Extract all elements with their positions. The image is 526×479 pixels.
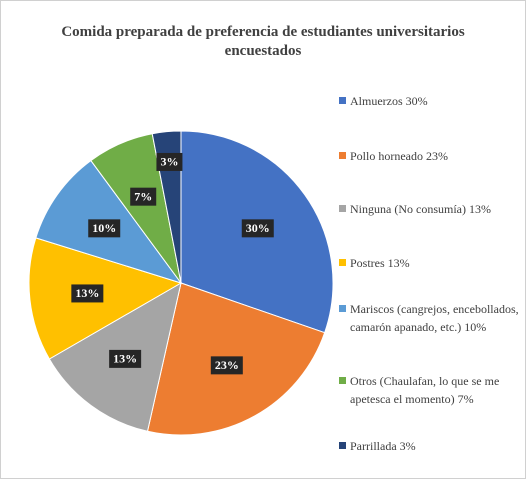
legend-swatch [339,305,346,312]
legend-item: Almuerzos 30% [339,92,519,110]
legend-label: Mariscos (cangrejos, encebollados, camar… [350,302,519,334]
data-label: 7% [134,189,152,203]
pie-slice [28,237,183,360]
data-label-box [88,219,121,238]
data-label-group: 7% [130,187,157,206]
data-label-group: 13% [71,284,104,303]
legend-label: Parrillada 3% [350,439,416,453]
chart-title: Comida preparada de preferencia de estud… [61,24,465,59]
data-label-box [109,349,142,368]
data-label-group: 13% [109,349,142,368]
data-label-box [130,187,157,206]
data-label-group: 23% [210,356,243,375]
legend-label: Pollo horneado 23% [350,149,448,163]
legend-swatch [339,205,346,212]
data-label: 10% [92,221,116,235]
data-label-group: 10% [88,219,121,238]
data-label-box [241,219,274,238]
data-label: 30% [246,221,270,235]
legend-swatch [339,97,346,104]
data-label-box [156,152,183,171]
data-label: 13% [75,286,99,300]
data-label-box [71,284,104,303]
legend-item: Postres 13% [339,254,519,272]
legend-item: Mariscos (cangrejos, encebollados, camar… [339,300,519,336]
legend-swatch [339,442,346,449]
legend-item: Pollo horneado 23% [339,147,519,165]
legend-swatch [339,259,346,266]
legend-label: Otros (Chaulafan, lo que se me apetesca … [350,374,500,406]
legend-swatch [339,152,346,159]
legend-label: Almuerzos 30% [350,94,428,108]
data-label-group: 3% [156,152,183,171]
legend-label: Ninguna (No consumía) 13% [350,202,491,216]
data-label-group: 30% [241,219,274,238]
data-label: 13% [113,352,137,366]
data-label: 3% [160,155,178,169]
legend-item: Otros (Chaulafan, lo que se me apetesca … [339,372,519,408]
legend-swatch [339,377,346,384]
legend-item: Parrillada 3% [339,437,519,455]
legend-label: Postres 13% [350,256,410,270]
data-label-box [210,356,243,375]
legend-item: Ninguna (No consumía) 13% [339,200,519,218]
data-label: 23% [215,358,239,372]
